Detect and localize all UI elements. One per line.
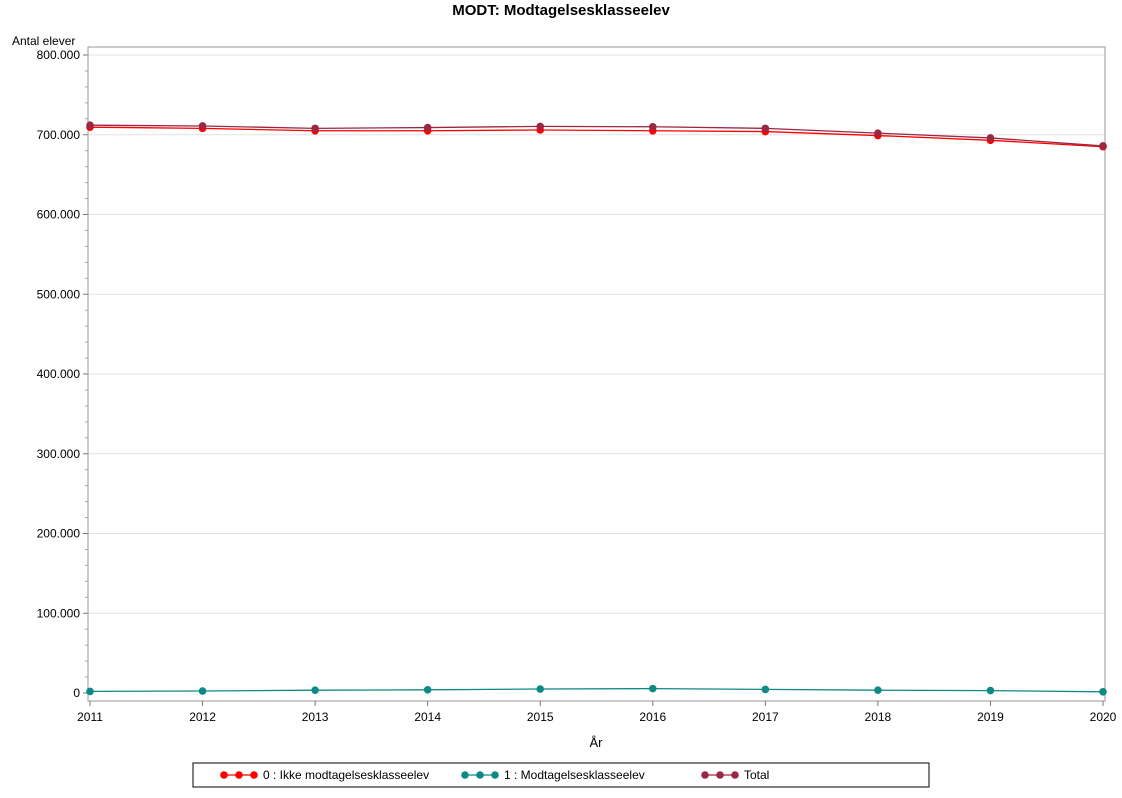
legend-label: 0 : Ikke modtagelsesklasseelev (263, 768, 429, 782)
x-tick-label: 2016 (639, 710, 666, 724)
x-tick-label: 2017 (752, 710, 779, 724)
y-tick-label: 600.000 (37, 208, 81, 222)
y-tick-label: 400.000 (37, 367, 81, 381)
legend-marker (250, 771, 258, 779)
y-tick-label: 800.000 (37, 48, 81, 62)
legend-marker (220, 771, 228, 779)
x-tick-label: 2020 (1090, 710, 1117, 724)
data-point (986, 134, 995, 142)
legend-label: Total (744, 768, 769, 782)
legend-marker (235, 771, 243, 779)
x-tick-label: 2011 (77, 710, 103, 724)
y-tick-label: 200.000 (37, 527, 81, 541)
data-point (423, 123, 432, 132)
data-point (874, 686, 882, 695)
x-tick-label: 2015 (527, 710, 554, 724)
y-tick-label: 100.000 (37, 606, 81, 620)
legend-marker (461, 771, 469, 779)
data-point (761, 124, 770, 133)
x-tick-label: 2014 (414, 710, 441, 724)
legend: 0 : Ikke modtagelsesklasseelev 1 : Modtag… (192, 762, 930, 788)
x-tick-label: 2012 (189, 710, 216, 724)
series-line (89, 126, 1104, 148)
data-point (1099, 142, 1107, 150)
legend-marker (476, 771, 484, 779)
x-tick-label: 2013 (302, 710, 329, 724)
legend-frame (192, 762, 930, 788)
legend-marker (701, 771, 709, 779)
series-line (89, 687, 1104, 693)
x-tick-label: 2019 (977, 710, 1004, 724)
y-tick-label: 300.000 (37, 447, 81, 461)
data-point (761, 685, 770, 694)
data-point (198, 687, 207, 695)
y-tick-label: 700.000 (37, 128, 81, 142)
data-point (311, 686, 319, 695)
data-point (874, 129, 882, 137)
data-point (423, 686, 432, 694)
legend-marker (491, 771, 499, 779)
legend-label: 1 : Modtagelsesklasseelev (504, 768, 645, 782)
series-2 (86, 121, 1107, 150)
data-point (311, 124, 319, 133)
data-point (986, 686, 995, 695)
series-1 (86, 684, 1107, 696)
data-point (648, 122, 657, 131)
chart-title: MODT: Modtagelsesklasseelev (452, 2, 670, 19)
series-line (89, 124, 1104, 147)
y-axis-label: Antal elever (12, 34, 75, 48)
data-point (1099, 688, 1107, 696)
data-point (198, 122, 207, 130)
data-point (86, 121, 94, 129)
data-point (536, 685, 545, 693)
legend-marker (716, 771, 724, 779)
data-point (648, 684, 657, 693)
data-point (536, 122, 545, 131)
data-point (86, 687, 94, 696)
legend-marker (731, 771, 739, 779)
x-axis-label: År (590, 735, 604, 750)
y-tick-label: 500.000 (37, 287, 81, 301)
x-tick-label: 2018 (865, 710, 892, 724)
plot-frame (87, 46, 1106, 702)
y-tick-label: 0 (73, 686, 80, 700)
